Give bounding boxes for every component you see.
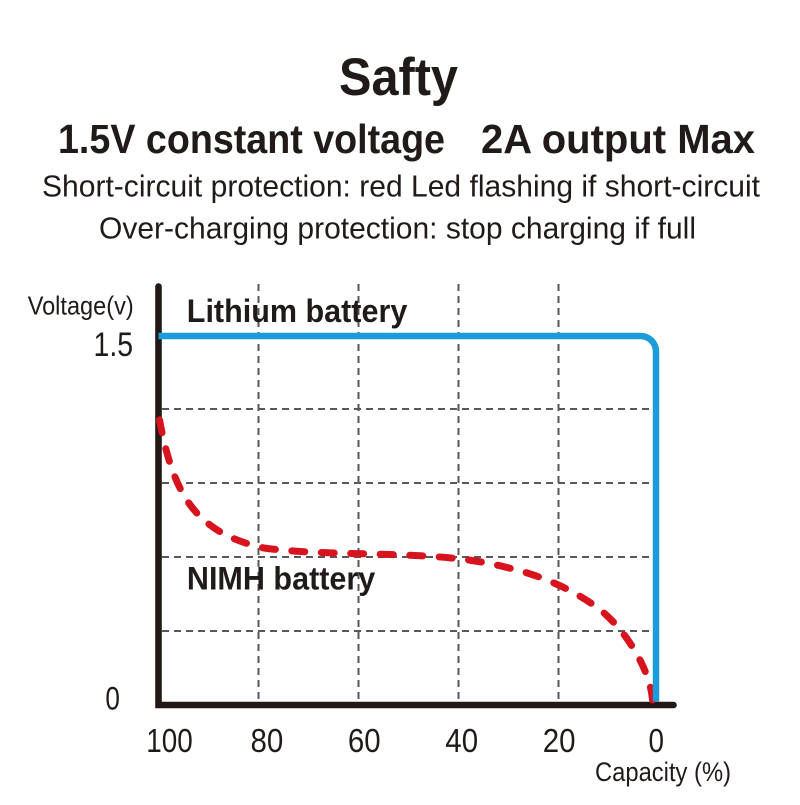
svg-text:NIMH battery: NIMH battery [187, 561, 375, 597]
svg-text:Lithium battery: Lithium battery [187, 293, 408, 329]
svg-text:80: 80 [251, 722, 284, 759]
svg-text:1.5V constant voltage: 1.5V constant voltage [58, 116, 445, 162]
svg-text:Safty: Safty [339, 48, 458, 107]
svg-text:0: 0 [105, 681, 120, 717]
svg-text:Voltage(v): Voltage(v) [28, 291, 134, 321]
svg-text:Over-charging protection: stop: Over-charging protection: stop charging … [99, 212, 696, 246]
svg-text:1.5: 1.5 [94, 326, 134, 364]
svg-text:2A output Max: 2A output Max [481, 116, 755, 162]
svg-text:Capacity (%): Capacity (%) [595, 757, 731, 787]
svg-text:0: 0 [649, 722, 665, 759]
svg-text:Short-circuit protection: red: Short-circuit protection: red Led flashi… [42, 170, 761, 204]
svg-text:60: 60 [348, 722, 381, 759]
svg-text:40: 40 [445, 722, 478, 759]
svg-text:100: 100 [146, 722, 193, 759]
svg-text:20: 20 [543, 722, 576, 759]
